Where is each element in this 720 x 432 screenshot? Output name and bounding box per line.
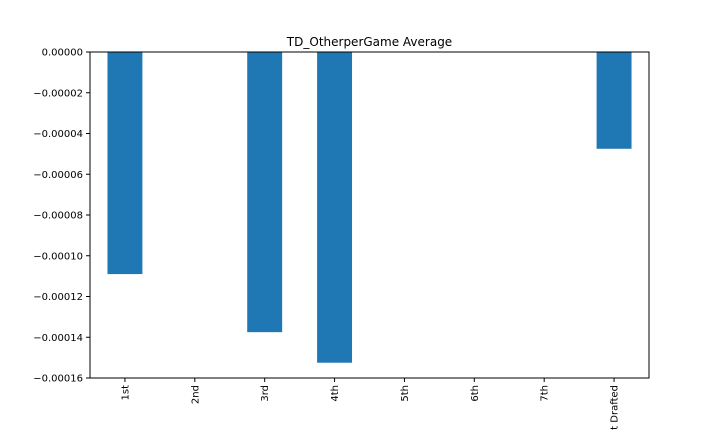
x-tick-label: t Drafted [610,385,621,430]
plot-frame [89,51,650,379]
bar-4th [317,52,353,363]
x-tick-label: 5th [400,385,411,402]
bars-group [107,52,632,363]
x-tick-label: 7th [540,385,551,402]
y-tick-label: −0.00008 [33,211,83,222]
y-tick-label: 0.00000 [42,48,83,59]
x-tick-label: 2nd [190,385,201,404]
y-tick-label: −0.00004 [33,129,83,140]
bar-not-drafted [596,52,632,149]
x-tick-label: 3rd [260,385,271,402]
y-axis: 0.00000 −0.00002 −0.00004 −0.00006 −0.00008 −… [33,48,90,385]
y-tick-label: −0.00014 [33,333,83,344]
x-axis: 1st 2nd 3rd 4th 5th 6th 7th t Drafted [120,378,621,430]
x-tick-label: 1st [120,385,131,401]
y-tick-label: −0.00006 [33,170,83,181]
y-tick-label: −0.00010 [33,251,83,262]
bar-1st [107,52,143,275]
y-tick-label: −0.00016 [33,374,83,385]
y-tick-label: −0.00002 [33,88,83,99]
x-tick-label: 4th [330,385,341,402]
chart-title: TD_OtherperGame Average [286,35,452,49]
y-tick-label: −0.00012 [33,292,83,303]
bar-3rd [247,52,283,333]
x-tick-label: 6th [470,385,481,402]
